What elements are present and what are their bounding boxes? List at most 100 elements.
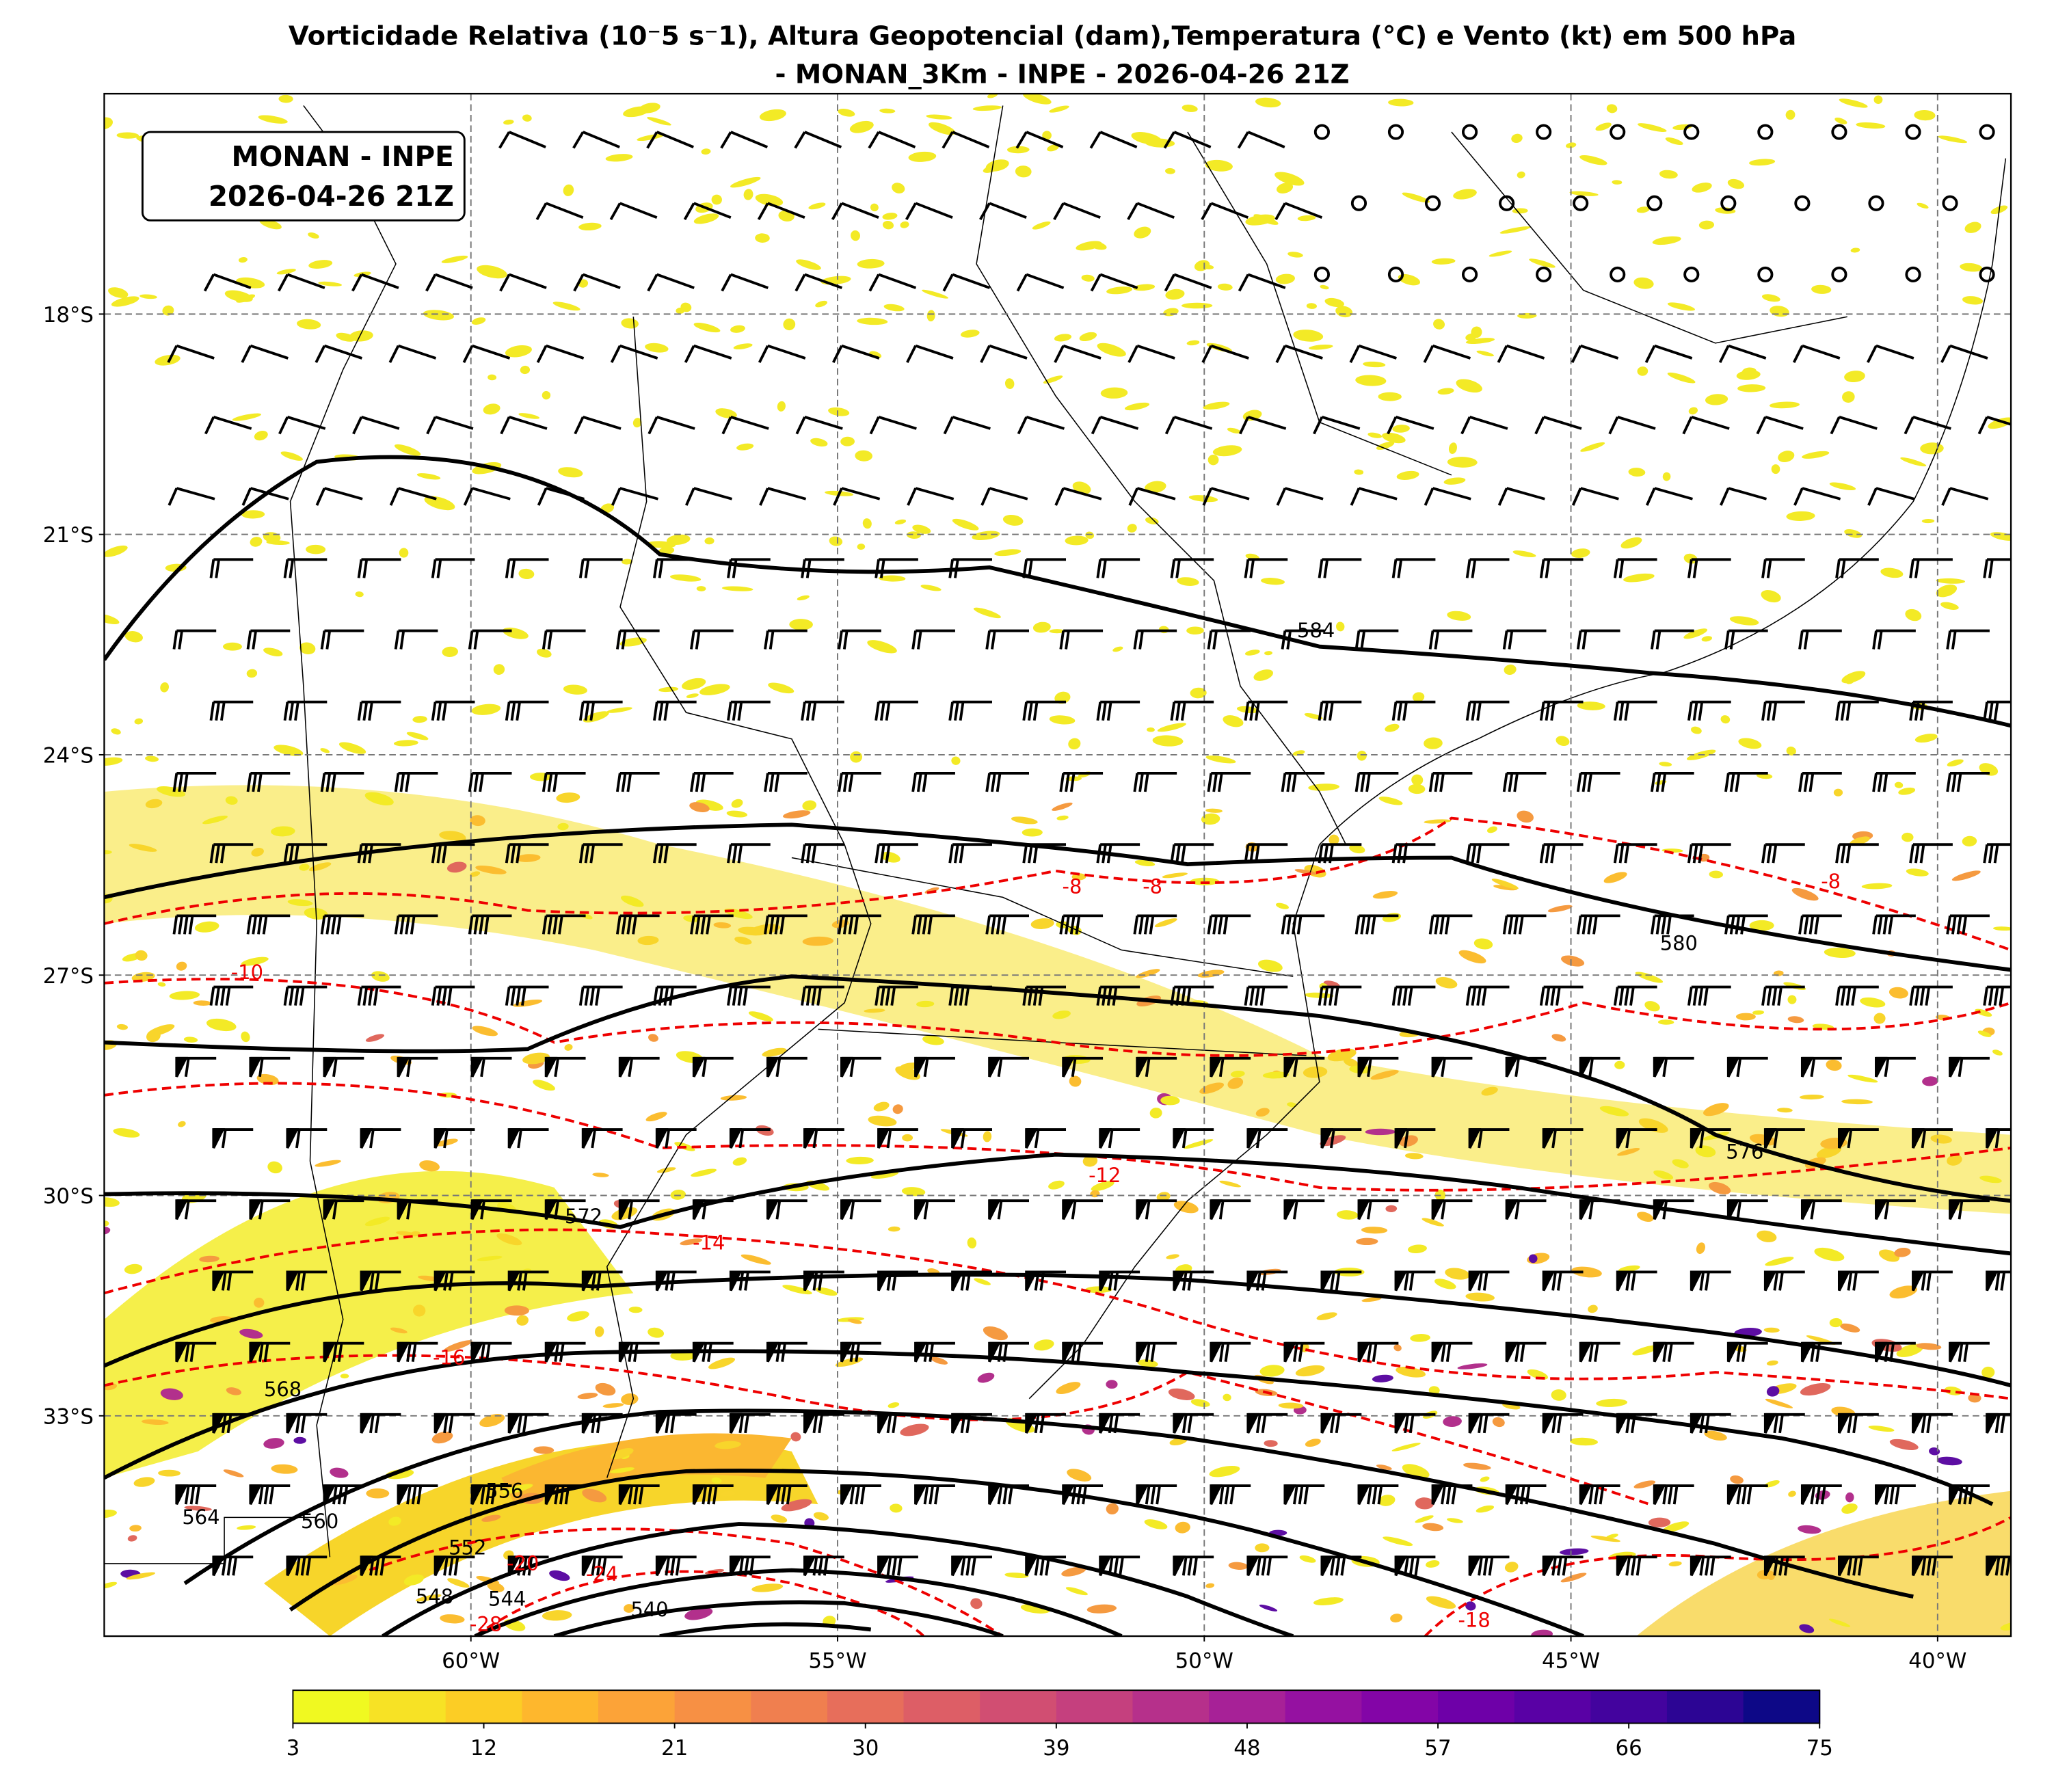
barb-feather	[1761, 987, 1767, 1006]
barb-feather	[911, 915, 917, 935]
barb-flag	[1763, 1413, 1777, 1434]
barb-feather	[1624, 701, 1630, 721]
vorticity-patch	[797, 595, 810, 601]
vorticity-patch	[1069, 1075, 1082, 1087]
barb-flag	[1542, 1270, 1556, 1292]
wind-barb	[351, 273, 399, 292]
barb-flag	[507, 1555, 521, 1577]
wind-barb	[1275, 344, 1323, 363]
vorticity-patch	[1829, 482, 1856, 491]
barb-feather	[1156, 1485, 1161, 1505]
wind-barb	[1613, 843, 1657, 864]
wind-barb	[286, 1128, 328, 1149]
barb-staff	[730, 273, 769, 289]
height-contour	[553, 1600, 1004, 1637]
barb-feather	[1323, 701, 1329, 721]
vorticity-patch	[1644, 1001, 1660, 1012]
vorticity-patch	[271, 826, 295, 837]
vorticity-patch	[1294, 869, 1318, 875]
barb-staff	[1136, 487, 1176, 500]
barb-feather	[1365, 915, 1371, 935]
wind-barb	[542, 772, 586, 792]
vorticity-patch	[1992, 1049, 2003, 1056]
vorticity-patch	[1407, 1244, 1427, 1253]
vorticity-patch	[1023, 94, 1052, 105]
wind-barb	[320, 772, 364, 792]
barb-feather	[1631, 1272, 1636, 1291]
barb-feather	[431, 844, 437, 864]
barb-feather	[609, 202, 622, 221]
barb-flag	[951, 1413, 964, 1434]
vorticity-patch	[1465, 333, 1477, 341]
barb-feather	[536, 345, 548, 363]
barb-feather	[564, 1485, 570, 1505]
wind-barb	[653, 985, 697, 1006]
barb-feather	[959, 844, 965, 864]
height-contour	[474, 1568, 1123, 1637]
barb-feather	[1201, 202, 1212, 221]
barb-feather	[578, 701, 585, 721]
barb-feather	[1407, 987, 1413, 1006]
vorticity-patch	[129, 1525, 142, 1532]
barb-flag	[1837, 1555, 1851, 1577]
barb-feather	[183, 915, 189, 935]
wind-barb	[357, 985, 401, 1006]
barb-feather	[394, 773, 400, 792]
vorticity-patch	[1569, 191, 1599, 196]
barb-feather	[1724, 915, 1730, 935]
barb-feather	[875, 559, 880, 578]
barb-feather	[1699, 1557, 1705, 1576]
vorticity-patch	[1824, 948, 1856, 959]
wind-barb	[1986, 1555, 2012, 1577]
vorticity-patch	[1443, 1416, 1462, 1428]
barb-feather	[368, 844, 373, 864]
barb-flag	[323, 1199, 336, 1220]
barb-staff	[583, 273, 621, 289]
wind-barb	[1579, 1199, 1620, 1220]
barb-feather	[1445, 1485, 1452, 1505]
barb-feather	[1387, 416, 1398, 435]
wind-barb	[1210, 1056, 1251, 1078]
border-line	[104, 1516, 317, 1564]
vorticity-patch	[1480, 1476, 1490, 1482]
barb-feather	[1187, 1272, 1193, 1291]
calm-circle	[1757, 266, 1774, 283]
wind-barb	[1683, 266, 1700, 283]
vorticity-patch	[1873, 95, 1883, 105]
height-contour	[183, 1408, 1914, 1599]
barb-feather	[1914, 701, 1920, 721]
wind-barb	[1613, 700, 1657, 721]
barb-feather	[685, 487, 695, 506]
lat-tick-label: 21°S	[43, 523, 94, 548]
barb-feather	[258, 1200, 264, 1220]
barb-feather	[1034, 1557, 1040, 1576]
wind-barb	[1875, 1341, 1916, 1363]
wind-barb	[1505, 1199, 1547, 1220]
wind-barb	[609, 202, 658, 221]
barb-feather	[831, 202, 843, 221]
wind-barb	[868, 273, 917, 292]
wind-barb	[985, 629, 1029, 650]
vorticity-patch	[1190, 687, 1207, 699]
vorticity-patch	[790, 1432, 801, 1442]
barb-feather	[320, 773, 326, 792]
barb-feather	[246, 773, 252, 792]
temperature-label: -16	[433, 1346, 465, 1369]
wind-barb	[1800, 1056, 1842, 1078]
barb-feather	[559, 1485, 565, 1505]
barb-flag	[323, 1056, 336, 1078]
barb-feather	[665, 1557, 671, 1576]
barb-flag	[1394, 1128, 1408, 1149]
barb-feather	[801, 844, 806, 864]
vorticity-patch	[1617, 1147, 1640, 1156]
barb-feather	[948, 844, 954, 864]
barb-staff	[1802, 344, 1841, 360]
vorticity-patch	[1704, 1430, 1727, 1441]
barb-staff	[1173, 273, 1212, 289]
wind-barb	[1763, 1270, 1805, 1292]
vorticity-patch	[743, 189, 753, 200]
barb-feather	[1175, 987, 1181, 1006]
wind-barb	[1460, 416, 1508, 435]
barb-feather	[1810, 1058, 1816, 1078]
barb-feather	[1054, 487, 1065, 506]
